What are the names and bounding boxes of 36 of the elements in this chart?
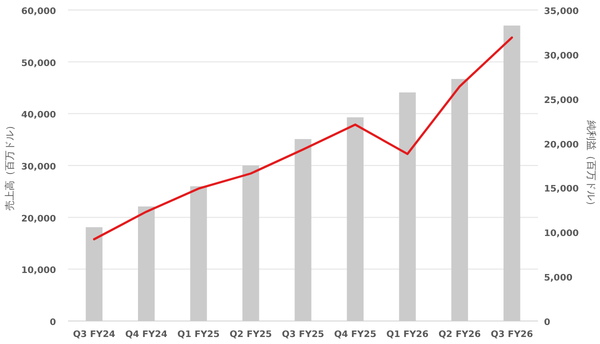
bar: [86, 227, 102, 321]
x-tick-label: Q2 FY26: [438, 330, 481, 340]
y2-tick-label: 10,000: [544, 229, 579, 240]
bar: [190, 186, 207, 321]
bar: [294, 139, 312, 321]
y-tick-label: 0: [50, 318, 56, 328]
y-tick-label: 50,000: [21, 58, 56, 69]
bar: [399, 92, 416, 321]
y2-tick-label: 30,000: [544, 51, 579, 62]
y2-tick-label: 5,000: [544, 274, 572, 284]
x-tick-label: Q1 FY25: [177, 330, 220, 340]
x-tick-label: Q3 FY24: [72, 330, 116, 340]
y2-tick-label: 20,000: [544, 140, 579, 150]
y2-tick-label: 25,000: [544, 96, 579, 106]
y-tick-label: 30,000: [21, 162, 56, 172]
bar: [242, 166, 260, 321]
y-tick-label: 60,000: [21, 7, 56, 17]
bar: [138, 206, 155, 321]
x-tick-label: Q4 FY24: [125, 330, 168, 340]
y2-tick-label: 15,000: [544, 184, 579, 195]
bar: [451, 78, 468, 321]
x-tick-label: Q2 FY25: [230, 330, 272, 340]
x-tick-label: Q1 FY26: [386, 330, 429, 340]
y2-axis-title: 純利益（百万ドル）: [585, 120, 597, 210]
y-axis-title: 売上高（百万ドル）: [4, 120, 16, 210]
y2-tick-label: 0: [544, 318, 550, 328]
x-tick-label: Q4 FY25: [334, 330, 376, 340]
line-series: [93, 36, 513, 240]
y-tick-label: 20,000: [21, 214, 56, 224]
bar: [504, 26, 520, 321]
y2-tick-label: 35,000: [544, 7, 579, 17]
y-tick-label: 40,000: [21, 110, 56, 121]
x-tick-label: Q3 FY26: [490, 330, 534, 340]
x-tick-label: Q3 FY25: [282, 330, 324, 340]
y-tick-label: 10,000: [21, 266, 56, 276]
bar: [346, 117, 364, 321]
